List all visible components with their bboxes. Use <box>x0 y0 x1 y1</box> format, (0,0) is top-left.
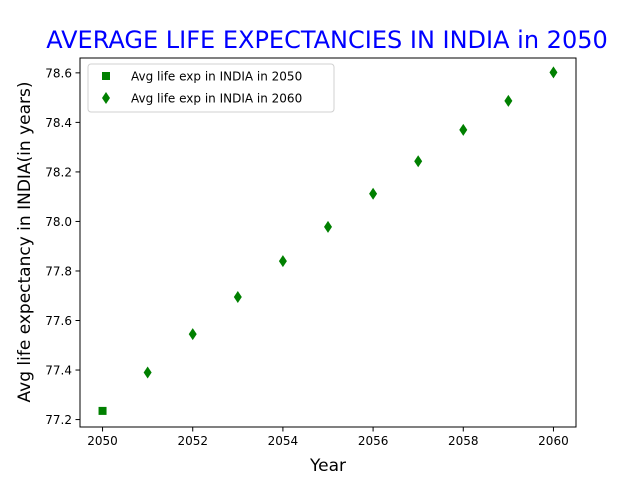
x-tick-label: 2050 <box>87 434 118 448</box>
data-point-series-2 <box>143 366 152 379</box>
data-point-series-2 <box>459 123 468 136</box>
x-tick-label: 2052 <box>177 434 208 448</box>
y-axis-label: Avg life expectancy in INDIA(in years) <box>15 82 35 403</box>
y-tick-label: 78.0 <box>45 215 72 229</box>
data-point-series-2 <box>324 220 332 233</box>
x-axis-label: Year <box>309 456 346 476</box>
data-point-series-2 <box>188 328 197 341</box>
y-tick-label: 78.4 <box>45 116 72 130</box>
x-tick-label: 2054 <box>268 434 299 448</box>
y-tick-label: 77.8 <box>45 264 72 278</box>
chart-title: AVERAGE LIFE EXPECTANCIES IN INDIA in 20… <box>46 26 608 54</box>
data-point-series-2 <box>233 290 242 303</box>
data-point-series-2 <box>414 155 423 168</box>
x-tick-label: 2060 <box>538 434 569 448</box>
y-axis: 77.2 77.4 77.6 77.8 78.0 78.2 78.4 78.6 <box>45 66 80 427</box>
y-tick-label: 77.2 <box>45 413 72 427</box>
data-point-series-2 <box>504 94 513 107</box>
y-tick-label: 77.4 <box>45 364 72 378</box>
data-points <box>98 66 558 415</box>
data-point-series-2 <box>369 187 378 200</box>
plot-area <box>79 57 577 428</box>
y-tick-label: 78.6 <box>45 66 72 80</box>
legend-box <box>87 63 335 113</box>
y-tick-label: 78.2 <box>45 165 72 179</box>
legend-label: Avg life exp in INDIA in 2050 <box>131 70 302 84</box>
legend: Avg life exp in INDIA in 2050 Avg life ex… <box>87 63 335 113</box>
x-tick-label: 2058 <box>448 434 479 448</box>
x-tick-label: 2056 <box>358 434 389 448</box>
x-axis: 2050 2052 2054 2056 2058 2060 <box>87 427 569 448</box>
data-point-series-2 <box>549 66 558 79</box>
legend-marker <box>102 92 110 104</box>
data-point-series-2 <box>278 255 287 268</box>
data-point-series-1 <box>98 406 107 415</box>
y-tick-label: 77.6 <box>45 314 72 328</box>
legend-marker <box>102 72 110 80</box>
legend-label: Avg life exp in INDIA in 2060 <box>131 92 302 106</box>
